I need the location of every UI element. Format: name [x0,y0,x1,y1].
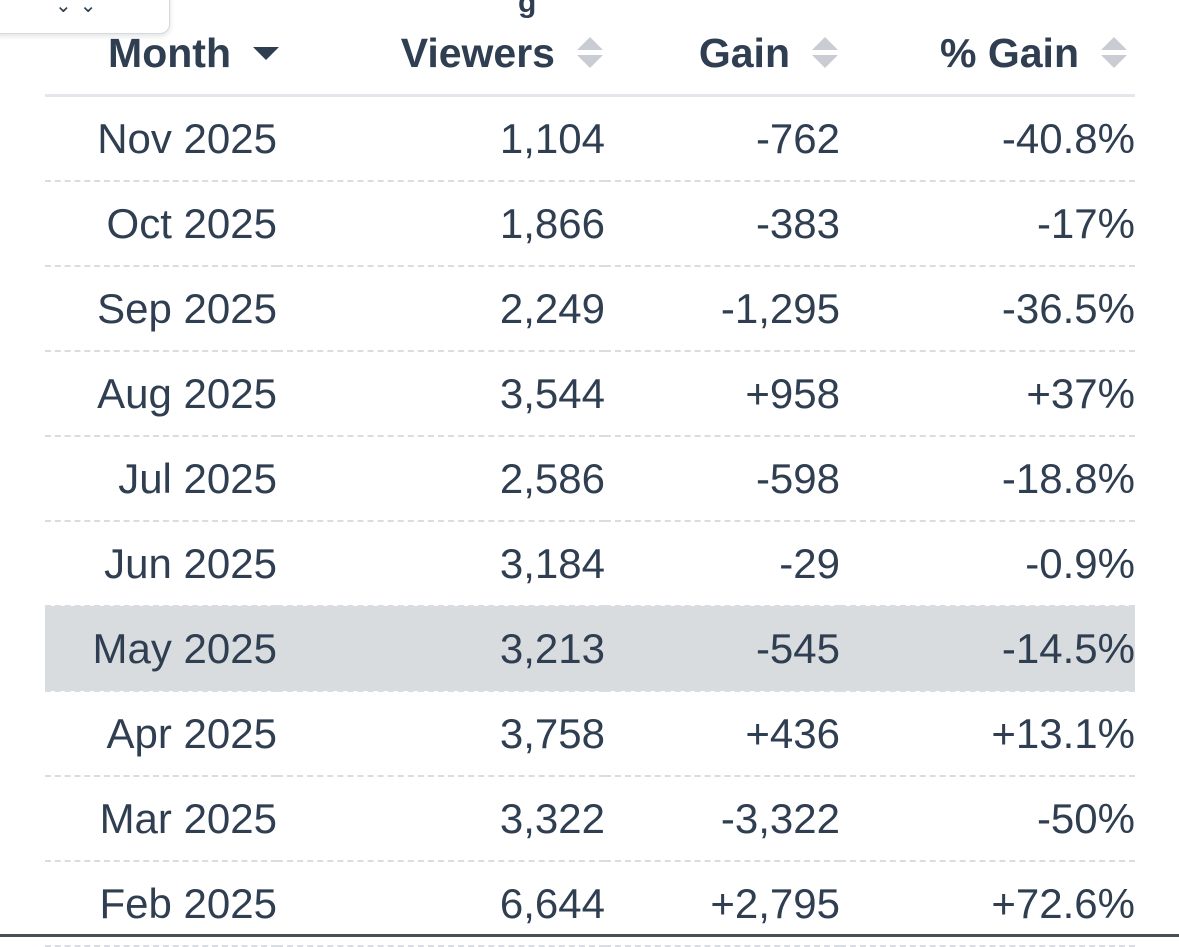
viewers-cell: 2,586 [277,436,605,522]
table-row[interactable]: Jul 2025 2,586 -598 -18.8% [45,436,1135,522]
table-row[interactable]: Nov 2025 1,104 -762 -40.8% [45,95,1135,182]
month-column-header[interactable]: Month [45,12,279,97]
pct-gain-cell: -14.5% [840,606,1135,692]
pct-gain-column-header[interactable]: % Gain [840,12,1135,97]
month-header-label: Month [108,29,231,76]
gain-cell: +436 [605,691,840,777]
month-cell: Oct 2025 [45,181,277,267]
gain-header-label: Gain [698,29,790,76]
month-cell: Feb 2025 [45,861,277,947]
viewers-cell: 3,758 [277,691,605,777]
monthly-viewers-table: Month Viewers Gain % Gain [45,12,1135,947]
viewers-cell: 3,213 [277,606,605,692]
gain-cell: +2,795 [605,861,840,947]
sort-icon [1099,33,1129,73]
table-row[interactable]: Aug 2025 3,544 +958 +37% [45,351,1135,437]
gain-cell: -598 [605,436,840,522]
gain-cell: -1,295 [605,266,840,352]
viewers-cell: 3,322 [277,776,605,862]
gain-cell: +958 [605,351,840,437]
sort-icon [575,33,605,73]
pct-gain-cell: -50% [840,776,1135,862]
viewers-cell: 1,866 [277,181,605,267]
table-header-row: Month Viewers Gain % Gain [45,12,1135,97]
table-body: Nov 2025 1,104 -762 -40.8% Oct 2025 1,866 -383… [45,95,1135,947]
bottom-divider [0,934,1179,937]
pct-gain-cell: +37% [840,351,1135,437]
table-row[interactable]: Jun 2025 3,184 -29 -0.9% [45,521,1135,607]
pct-gain-cell: +13.1% [840,691,1135,777]
month-cell: Jun 2025 [45,521,277,607]
month-cell: Apr 2025 [45,691,277,777]
month-cell: Jul 2025 [45,436,277,522]
pct-gain-cell: -17% [840,181,1135,267]
gain-cell: -762 [605,95,840,182]
viewers-cell: 3,544 [277,351,605,437]
table-row[interactable]: Oct 2025 1,866 -383 -17% [45,181,1135,267]
viewers-header-label: Viewers [400,29,555,76]
table-row[interactable]: Sep 2025 2,249 -1,295 -36.5% [45,266,1135,352]
gain-cell: -29 [605,521,840,607]
gain-cell: -3,322 [605,776,840,862]
table-row[interactable]: Feb 2025 6,644 +2,795 +72.6% [45,861,1135,947]
month-cell: Sep 2025 [45,266,277,352]
pct-gain-cell: -0.9% [840,521,1135,607]
viewers-cell: 3,184 [277,521,605,607]
month-cell: Aug 2025 [45,351,277,437]
viewers-column-header[interactable]: Viewers [277,12,605,97]
month-cell: May 2025 [45,606,277,692]
table-row[interactable]: Mar 2025 3,322 -3,322 -50% [45,776,1135,862]
gain-cell: -383 [605,181,840,267]
viewers-cell: 1,104 [277,95,605,182]
sort-icon [810,33,840,73]
viewers-cell: 2,249 [277,266,605,352]
gain-column-header[interactable]: Gain [605,12,840,97]
pct-gain-cell: -36.5% [840,266,1135,352]
table-row[interactable]: Apr 2025 3,758 +436 +13.1% [45,691,1135,777]
pct-gain-cell: -18.8% [840,436,1135,522]
gain-cell: -545 [605,606,840,692]
sort-desc-icon [251,33,281,73]
table-row[interactable]: May 2025 3,213 -545 -14.5% [45,606,1135,692]
month-cell: Mar 2025 [45,776,277,862]
month-cell: Nov 2025 [45,95,277,182]
pct-gain-cell: -40.8% [840,95,1135,182]
pct-gain-header-label: % Gain [940,29,1079,76]
